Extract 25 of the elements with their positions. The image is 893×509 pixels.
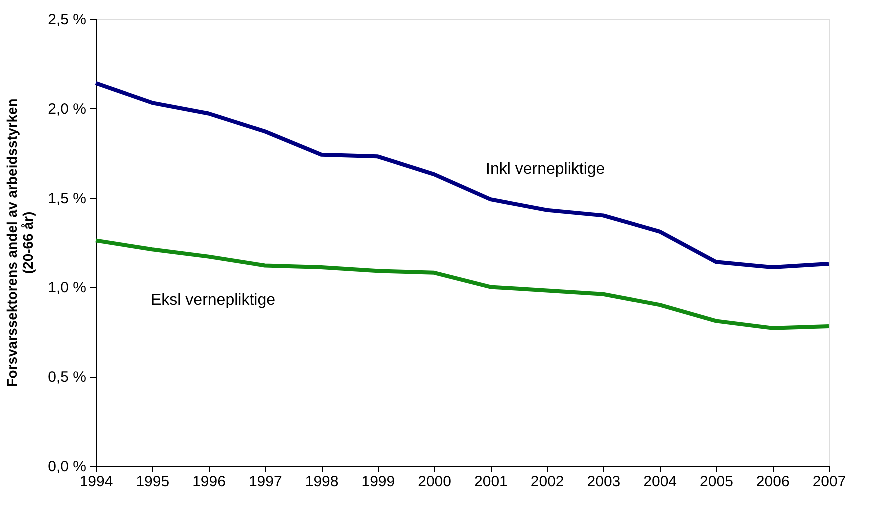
y-tick-label: 1,0 % <box>48 280 86 297</box>
y-tick-label: 0,0 % <box>48 458 86 476</box>
y-tick-label: 1,5 % <box>48 190 86 208</box>
line-series <box>94 81 831 270</box>
y-axis-title: Forsvarssektorens andel av arbeidsstyrken (20-66 år) <box>4 98 36 388</box>
y-tick-label: 0,5 % <box>48 369 86 386</box>
x-tick-label: 1999 <box>362 474 396 490</box>
x-tick-label: 2006 <box>756 474 790 490</box>
x-tick-label: 1994 <box>80 474 114 490</box>
x-tick-label: 2002 <box>530 474 564 490</box>
x-tick-label: 2000 <box>418 474 452 490</box>
x-tick-label: 2001 <box>474 474 508 490</box>
series-label: Inkl vernepliktige <box>486 161 606 178</box>
y-tick-label: 2,5 % <box>48 12 86 28</box>
x-tick-label: 2005 <box>700 474 734 490</box>
line-series <box>94 238 831 330</box>
x-tick-label: 1998 <box>305 474 339 490</box>
series-label: Eksl vernepliktige <box>151 292 276 309</box>
x-tick-label: 2007 <box>812 474 846 490</box>
x-tick-label: 2004 <box>644 474 678 490</box>
x-tick-label: 1995 <box>136 474 170 490</box>
x-tick-label: 2003 <box>587 474 621 490</box>
y-tick-label: 2,0 % <box>48 100 86 118</box>
x-tick-label: 1996 <box>192 474 226 490</box>
x-tick-label: 1997 <box>248 474 282 490</box>
